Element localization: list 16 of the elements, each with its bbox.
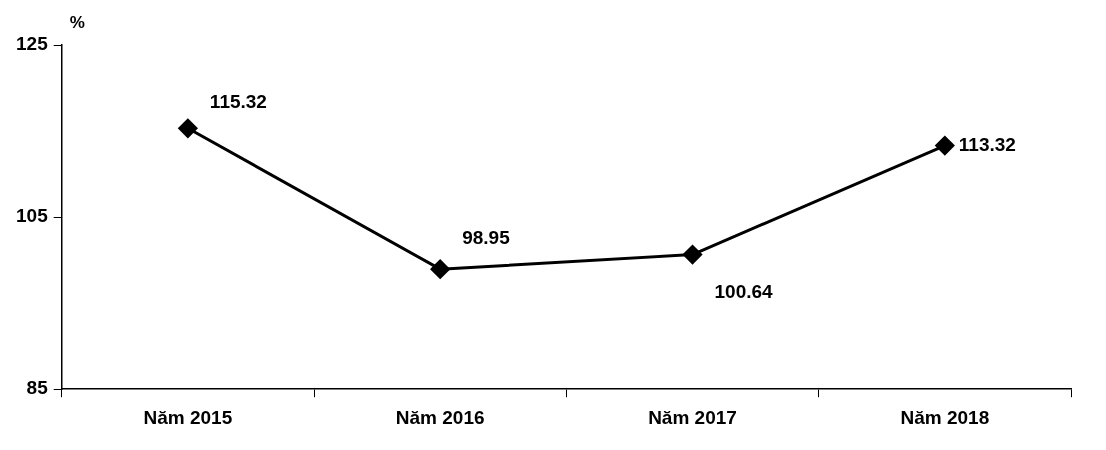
data-label: 113.32: [958, 133, 1016, 155]
x-tick-label: Năm 2017: [648, 406, 737, 428]
point: [430, 259, 450, 279]
y-tick-label: 85: [26, 377, 49, 399]
x-tick-label: Năm 2016: [395, 406, 485, 428]
data-label: 98.95: [462, 227, 511, 249]
point: [683, 245, 703, 265]
y-tick-label: 105: [16, 205, 49, 227]
data-label: 115.32: [209, 90, 267, 112]
x-tick-label: Năm 2018: [900, 406, 990, 428]
x-tick-label: Năm 2015: [143, 406, 233, 428]
point: [178, 118, 198, 138]
y-tick-label: 125: [16, 33, 49, 55]
point: [935, 136, 955, 156]
y-axis-title: %: [69, 12, 85, 32]
data-label: 100.64: [714, 280, 774, 302]
